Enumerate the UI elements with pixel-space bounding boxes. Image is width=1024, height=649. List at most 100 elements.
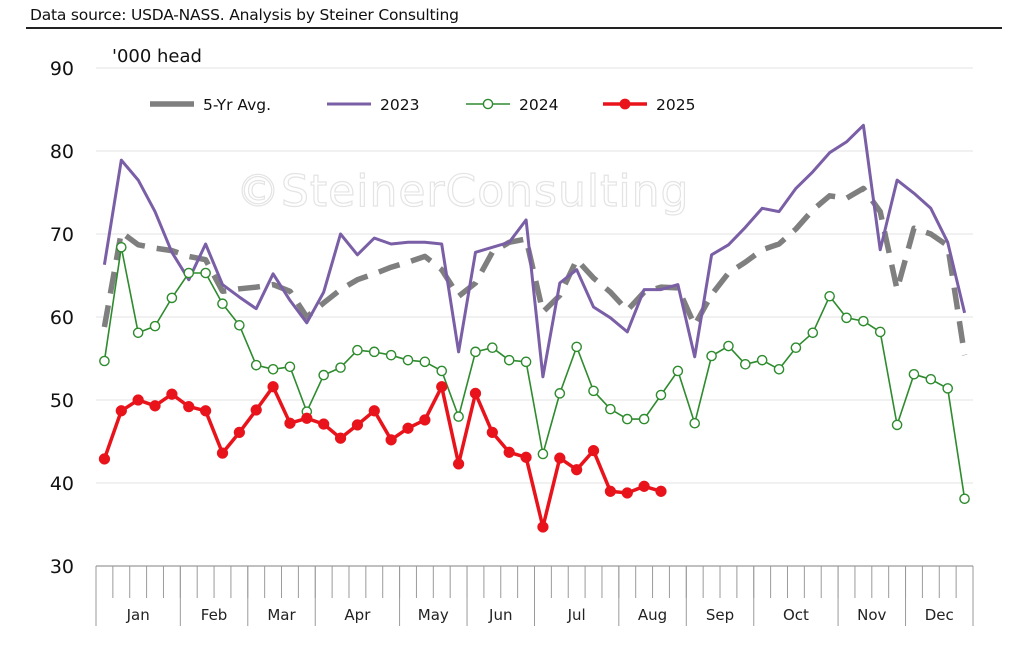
legend-marker [482, 98, 494, 110]
data-point [537, 521, 549, 533]
data-point [436, 381, 448, 393]
data-point [588, 385, 599, 397]
series-2025 [98, 381, 667, 533]
data-point [605, 403, 616, 415]
data-point [503, 446, 515, 458]
data-point [99, 355, 110, 367]
y-tick-label-40: 40 [50, 473, 74, 495]
data-point [706, 350, 717, 362]
month-label-sep: Sep [706, 606, 734, 624]
month-label-jun: Jun [488, 606, 512, 624]
legend: 5-Yr Avg. 2023 2024 2025 [150, 96, 695, 114]
data-point [199, 405, 212, 417]
data-point [284, 361, 296, 373]
data-point [149, 400, 161, 412]
data-point [352, 344, 363, 356]
data-point [520, 451, 532, 463]
data-point [486, 426, 498, 439]
data-point [689, 417, 701, 429]
y-tick-label-90: 90 [50, 58, 74, 80]
data-point [604, 485, 617, 497]
legend-label: 5-Yr Avg. [203, 96, 271, 114]
data-point [132, 394, 144, 406]
unit-label: '000 head [112, 46, 202, 67]
data-point [200, 267, 211, 279]
legend-item-2025: 2025 [603, 96, 695, 114]
data-point [149, 320, 161, 332]
month-label-jan: Jan [126, 606, 150, 624]
data-point [587, 444, 600, 457]
data-point [351, 419, 364, 431]
month-label-dec: Dec [925, 606, 954, 624]
legend-item-2024: 2024 [466, 96, 558, 114]
series-5-yr-avg-line [101, 185, 968, 356]
watermark: ©SteinerConsulting [236, 166, 689, 217]
y-tick-label-50: 50 [50, 390, 74, 412]
data-point [334, 432, 347, 444]
data-point [672, 365, 684, 377]
y-tick-label-60: 60 [50, 307, 74, 329]
data-point [723, 340, 734, 352]
data-point [301, 412, 313, 424]
data-point [436, 365, 448, 377]
data-point [756, 354, 768, 366]
data-point [368, 405, 380, 417]
data-point [925, 373, 937, 385]
month-label-may: May [418, 606, 449, 624]
data-point [874, 326, 886, 338]
data-point [452, 458, 465, 470]
data-point [554, 388, 566, 399]
data-point [453, 411, 464, 422]
data-point [469, 387, 482, 400]
data-point [385, 349, 397, 361]
x-axis: Jan Feb Mar Apr May Jun Jul Aug Sep Oct Nov Dec [95, 565, 974, 626]
data-point [234, 319, 245, 331]
month-label-mar: Mar [267, 606, 296, 624]
series-2025-line [102, 384, 662, 529]
data-point [470, 346, 481, 358]
caption-divider [26, 27, 1002, 29]
data-point [655, 485, 667, 497]
legend-label: 2023 [380, 96, 419, 114]
data-point [318, 418, 330, 430]
data-point [959, 493, 970, 505]
data-point [520, 356, 532, 368]
data-point [267, 363, 279, 375]
month-label-oct: Oct [783, 606, 809, 624]
data-point [638, 413, 650, 425]
data-point [183, 267, 195, 279]
y-tick-label-30: 30 [50, 556, 74, 578]
data-point [183, 400, 195, 413]
data-point [824, 290, 835, 302]
series-2024 [99, 241, 970, 505]
data-point [571, 341, 582, 353]
data-point [790, 342, 802, 354]
data-point [335, 362, 346, 373]
data-point [115, 241, 127, 253]
data-point [807, 327, 819, 339]
month-label-aug: Aug [638, 606, 667, 624]
data-point [487, 342, 498, 354]
data-point [250, 404, 262, 416]
data-point [554, 452, 566, 464]
data-point [655, 389, 667, 401]
y-tick-label-70: 70 [50, 224, 74, 246]
month-label-feb: Feb [201, 606, 228, 624]
data-point [115, 405, 127, 417]
series-2023 [102, 123, 967, 379]
y-axis: 30 40 50 60 70 80 90 [50, 58, 74, 578]
data-point [284, 417, 296, 429]
data-point [132, 327, 144, 339]
data-point [402, 354, 414, 366]
data-point [250, 359, 262, 371]
data-point [858, 315, 869, 327]
y-tick-label-80: 80 [50, 141, 74, 163]
data-point [621, 487, 633, 499]
data-point [216, 447, 229, 459]
data-point [318, 369, 329, 381]
data-point [503, 354, 515, 366]
data-point [98, 453, 111, 465]
legend-marker [619, 98, 631, 110]
data-point [571, 464, 583, 476]
